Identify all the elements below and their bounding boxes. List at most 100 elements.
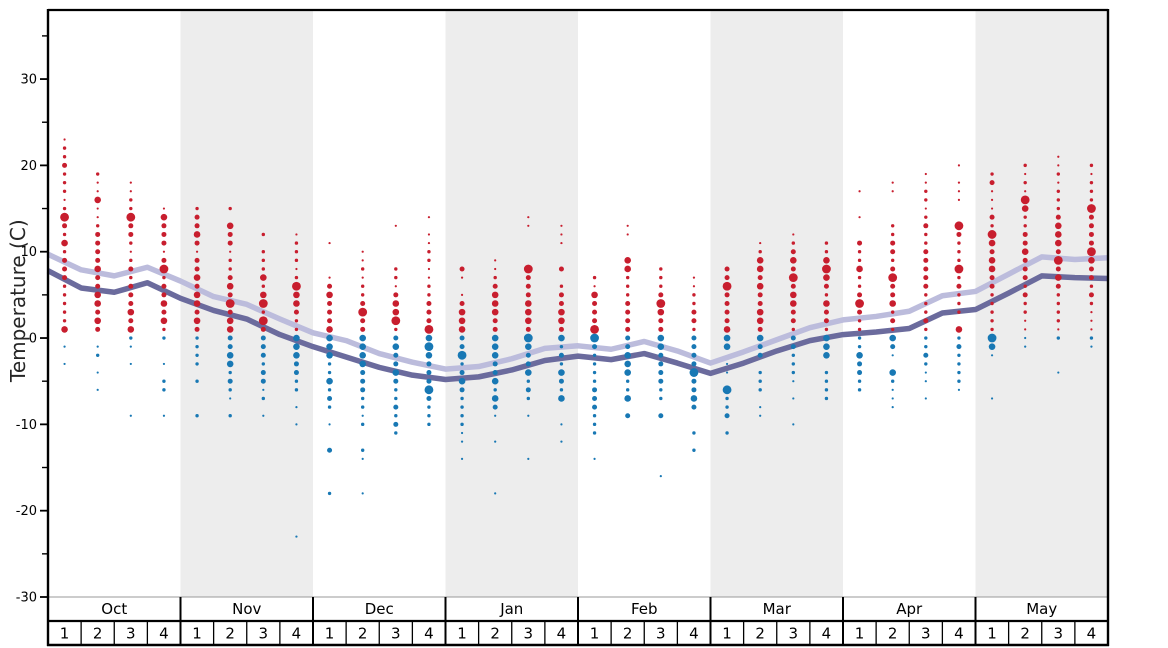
temp-dot-above-zero [459, 266, 465, 272]
temp-dot-above-zero [394, 285, 397, 288]
temp-dot-below-zero [427, 422, 431, 427]
temp-dot-above-zero [294, 275, 299, 280]
temp-dot-above-zero [923, 318, 929, 324]
temp-dot-below-zero [559, 388, 564, 392]
temp-dot-below-zero [359, 351, 366, 359]
week-label: 1 [192, 625, 202, 643]
temp-dot-below-zero [593, 457, 596, 460]
temp-dot-above-zero [327, 283, 333, 289]
temp-dot-above-zero [723, 326, 731, 333]
temp-dot-above-zero [96, 216, 99, 219]
average-max-line [46, 251, 1109, 372]
temp-dot-above-zero [558, 317, 565, 325]
temp-dot-above-zero [857, 258, 862, 263]
temp-dot-above-zero [625, 309, 631, 315]
temp-dot-below-zero [427, 414, 431, 418]
temp-dot-above-zero [987, 230, 997, 239]
temp-dot-above-zero [788, 273, 798, 283]
temp-dot-below-zero [226, 360, 234, 368]
temp-dot-below-zero [1024, 336, 1027, 340]
temp-dot-above-zero [988, 239, 996, 247]
temp-dot-above-zero [659, 284, 663, 288]
temp-dot-above-zero [95, 283, 101, 289]
week-label: 1 [590, 625, 600, 643]
temp-dot-below-zero [891, 405, 894, 409]
temp-dot-above-zero [890, 240, 896, 246]
temp-dot-above-zero [890, 258, 895, 263]
temp-dot-above-zero [625, 284, 630, 288]
temp-dot-below-zero [758, 388, 762, 392]
temp-dot-below-zero [96, 371, 99, 374]
temp-dot-above-zero [856, 265, 863, 273]
temp-dot-above-zero [460, 293, 464, 296]
temp-dot-above-zero [1055, 266, 1061, 272]
temp-dot-below-zero [227, 378, 233, 384]
temp-dot-above-zero [822, 264, 831, 274]
temp-dot-below-zero [987, 333, 997, 343]
temp-dot-above-zero [625, 301, 631, 306]
temp-dot-below-zero [723, 343, 731, 350]
temp-dot-below-zero [393, 352, 399, 358]
temp-dot-below-zero [394, 388, 398, 392]
temp-dot-below-zero [956, 344, 962, 350]
temp-dot-below-zero [592, 362, 597, 366]
temp-dot-above-zero [957, 258, 961, 263]
temp-dot-below-zero [460, 362, 464, 366]
temp-dot-above-zero [161, 240, 167, 246]
temp-dot-above-zero [823, 309, 829, 315]
temp-dot-above-zero [592, 275, 597, 280]
temp-dot-below-zero [326, 351, 333, 359]
temp-dot-below-zero [195, 336, 199, 340]
temp-dot-above-zero [227, 309, 233, 315]
temp-dot-below-zero [427, 405, 431, 409]
temp-dot-below-zero [326, 334, 333, 342]
temp-dot-below-zero [162, 379, 166, 383]
temp-dot-above-zero [62, 275, 68, 281]
temp-dot-above-zero [1057, 155, 1060, 158]
temp-dot-above-zero [62, 319, 67, 323]
temp-dot-above-zero [525, 308, 532, 316]
temp-dot-below-zero [491, 334, 499, 342]
temp-dot-below-zero [526, 396, 531, 401]
temp-dot-above-zero [724, 266, 730, 272]
temp-dot-below-zero [260, 370, 266, 376]
temp-dot-above-zero [491, 308, 499, 316]
temp-dot-above-zero [161, 309, 167, 315]
month-label: Jan [499, 600, 523, 618]
temp-dot-below-zero [360, 396, 365, 401]
temp-dot-above-zero [1056, 293, 1061, 297]
temp-dot-below-zero [592, 414, 597, 418]
temp-dot-above-zero [756, 308, 764, 316]
temp-dot-above-zero [1056, 198, 1061, 202]
month-label: Oct [101, 600, 127, 618]
temp-dot-below-zero [424, 342, 434, 352]
temp-dot-above-zero [558, 266, 564, 272]
temp-dot-above-zero [593, 285, 596, 288]
temp-dot-above-zero [1087, 247, 1096, 257]
temp-dot-below-zero [823, 334, 830, 342]
temp-dot-below-zero [361, 492, 364, 495]
temp-dot-above-zero [523, 264, 533, 274]
temp-dot-above-zero [327, 309, 333, 315]
temp-dot-below-zero [625, 379, 630, 383]
temp-dot-below-zero [957, 370, 961, 375]
temp-dot-below-zero [592, 379, 597, 383]
temp-dot-above-zero [757, 301, 763, 306]
temp-dot-above-zero [62, 223, 68, 229]
temp-dot-above-zero [458, 326, 466, 333]
month-label: Dec [365, 600, 394, 618]
temp-dot-below-zero [525, 369, 532, 376]
temp-dot-above-zero [890, 232, 895, 237]
temp-dot-above-zero [924, 181, 927, 184]
month-shaded-band [445, 10, 578, 597]
temp-dot-above-zero [127, 326, 135, 333]
temp-dot-above-zero [857, 327, 862, 332]
temp-dot-above-zero [228, 206, 232, 211]
temp-dot-below-zero [393, 404, 399, 410]
temp-dot-above-zero [989, 249, 995, 255]
temp-dot-below-zero [658, 370, 664, 376]
temp-dot-above-zero [790, 318, 796, 324]
temp-dot-below-zero [294, 379, 299, 383]
y-tick-label: 30 [20, 73, 37, 88]
